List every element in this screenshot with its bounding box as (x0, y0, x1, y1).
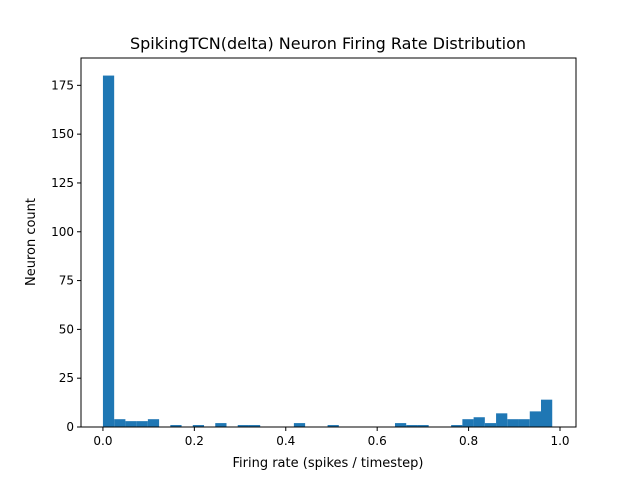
histogram-bar (125, 421, 137, 427)
histogram-bar (417, 425, 429, 427)
histogram-bar (170, 425, 182, 427)
y-tick-label: 125 (51, 176, 74, 190)
chart-title: SpikingTCN(delta) Neuron Firing Rate Dis… (130, 34, 526, 53)
histogram-bar (293, 423, 306, 427)
histogram-bar (248, 425, 261, 427)
y-tick-label: 100 (51, 225, 74, 239)
x-tick-label: 0.4 (276, 434, 295, 448)
x-tick-label: 0.6 (368, 434, 387, 448)
histogram-bar (136, 421, 148, 427)
y-tick-label: 0 (66, 420, 74, 434)
histogram-bar (473, 417, 485, 427)
histogram-bar (192, 425, 205, 427)
y-tick-label: 75 (59, 274, 74, 288)
histogram-bar (215, 423, 227, 427)
y-tick-label: 175 (51, 78, 74, 92)
histogram-bar (462, 419, 474, 427)
y-axis-label: Neuron count (24, 198, 39, 286)
histogram-bar (518, 419, 530, 427)
histogram-bar (394, 423, 407, 427)
y-tick-label: 50 (59, 322, 74, 336)
histogram-bar (484, 423, 497, 427)
histogram-bar (114, 419, 126, 427)
histogram-bar (496, 413, 508, 427)
x-tick-label: 0.0 (93, 434, 112, 448)
histogram-bar (507, 419, 519, 427)
histogram-bar (451, 425, 463, 427)
histogram-bar (237, 425, 249, 427)
axes-frame (80, 57, 577, 428)
x-axis-label: Firing rate (spikes / timestep) (232, 456, 423, 471)
bars (102, 75, 553, 428)
x-tick-label: 1.0 (550, 434, 569, 448)
histogram-bar (529, 411, 542, 427)
histogram-bar (541, 399, 553, 427)
histogram-bar (406, 425, 418, 427)
x-tick-label: 0.8 (459, 434, 478, 448)
y-ticks: 0 25 50 75 100 125 150 175 (51, 78, 81, 434)
y-tick-label: 25 (59, 371, 74, 385)
x-tick-label: 0.2 (185, 434, 204, 448)
histogram-bar (147, 419, 160, 427)
x-ticks: 0.0 0.2 0.4 0.6 0.8 1.0 (93, 427, 570, 448)
histogram-bar (102, 75, 115, 428)
histogram-bar (327, 425, 339, 427)
y-tick-label: 150 (51, 127, 74, 141)
